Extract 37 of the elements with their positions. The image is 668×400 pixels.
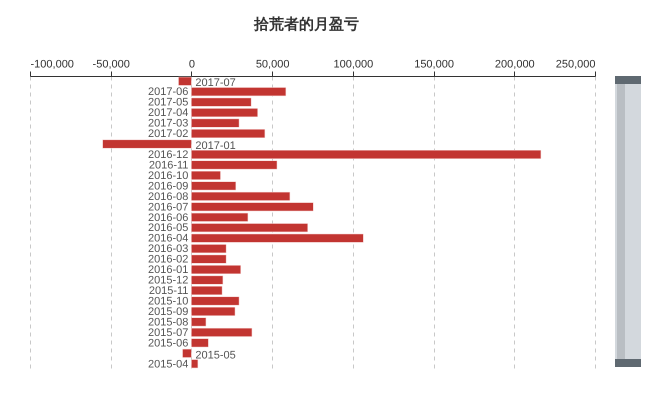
x-tick-label: 150,000 [414,58,454,70]
y-tick-label: 2015-04 [148,358,188,370]
y-tick-label: 2016-12 [148,148,188,161]
y-tick-label: 2016-06 [148,212,188,224]
y-tick-label: 2016-08 [148,190,188,203]
y-tick-label: 2016-01 [148,264,188,276]
x-tick-label: 200,000 [494,58,535,70]
y-tick-label: 2016-02 [148,254,188,266]
y-tick-label: 2017-06 [148,86,188,98]
x-tick-label: -100,000 [30,58,74,70]
y-tick-label: 2016-09 [148,180,188,192]
x-tick-label: 100,000 [333,58,374,70]
y-tick-label: 2017-04 [148,107,188,120]
y-tick-label: 2016-07 [148,201,188,214]
y-tick-label: 2017-07 [195,77,236,90]
y-tick-label: 2015-08 [148,316,188,328]
y-tick-label: 2015-12 [148,274,188,287]
y-tick-label: 2017-02 [148,128,188,140]
chart-title: 拾荒者的月盈亏 [253,16,359,33]
y-tick-label: 2016-11 [148,159,188,172]
y-tick-label: 2015-10 [148,295,188,308]
y-tick-label: 2015-06 [148,337,188,350]
y-tick-label: 2015-09 [148,306,188,318]
y-tick-label: 2017-01 [195,140,236,152]
x-tick-label: 0 [188,58,195,70]
y-tick-label: 2016-04 [148,232,188,245]
x-tick-label: 250,000 [556,58,596,70]
y-tick-label: 2017-03 [148,118,188,130]
x-tick-label: 50,000 [256,58,290,70]
y-tick-label: 2017-05 [148,96,188,109]
x-tick-label: -50,000 [92,58,130,70]
y-tick-label: 2016-10 [148,170,188,182]
y-tick-label: 2015-05 [195,349,236,362]
y-tick-label: 2016-03 [148,243,188,256]
y-tick-label: 2015-07 [148,326,188,339]
y-tick-label: 2016-05 [148,222,188,234]
y-tick-label: 2015-11 [148,285,188,298]
